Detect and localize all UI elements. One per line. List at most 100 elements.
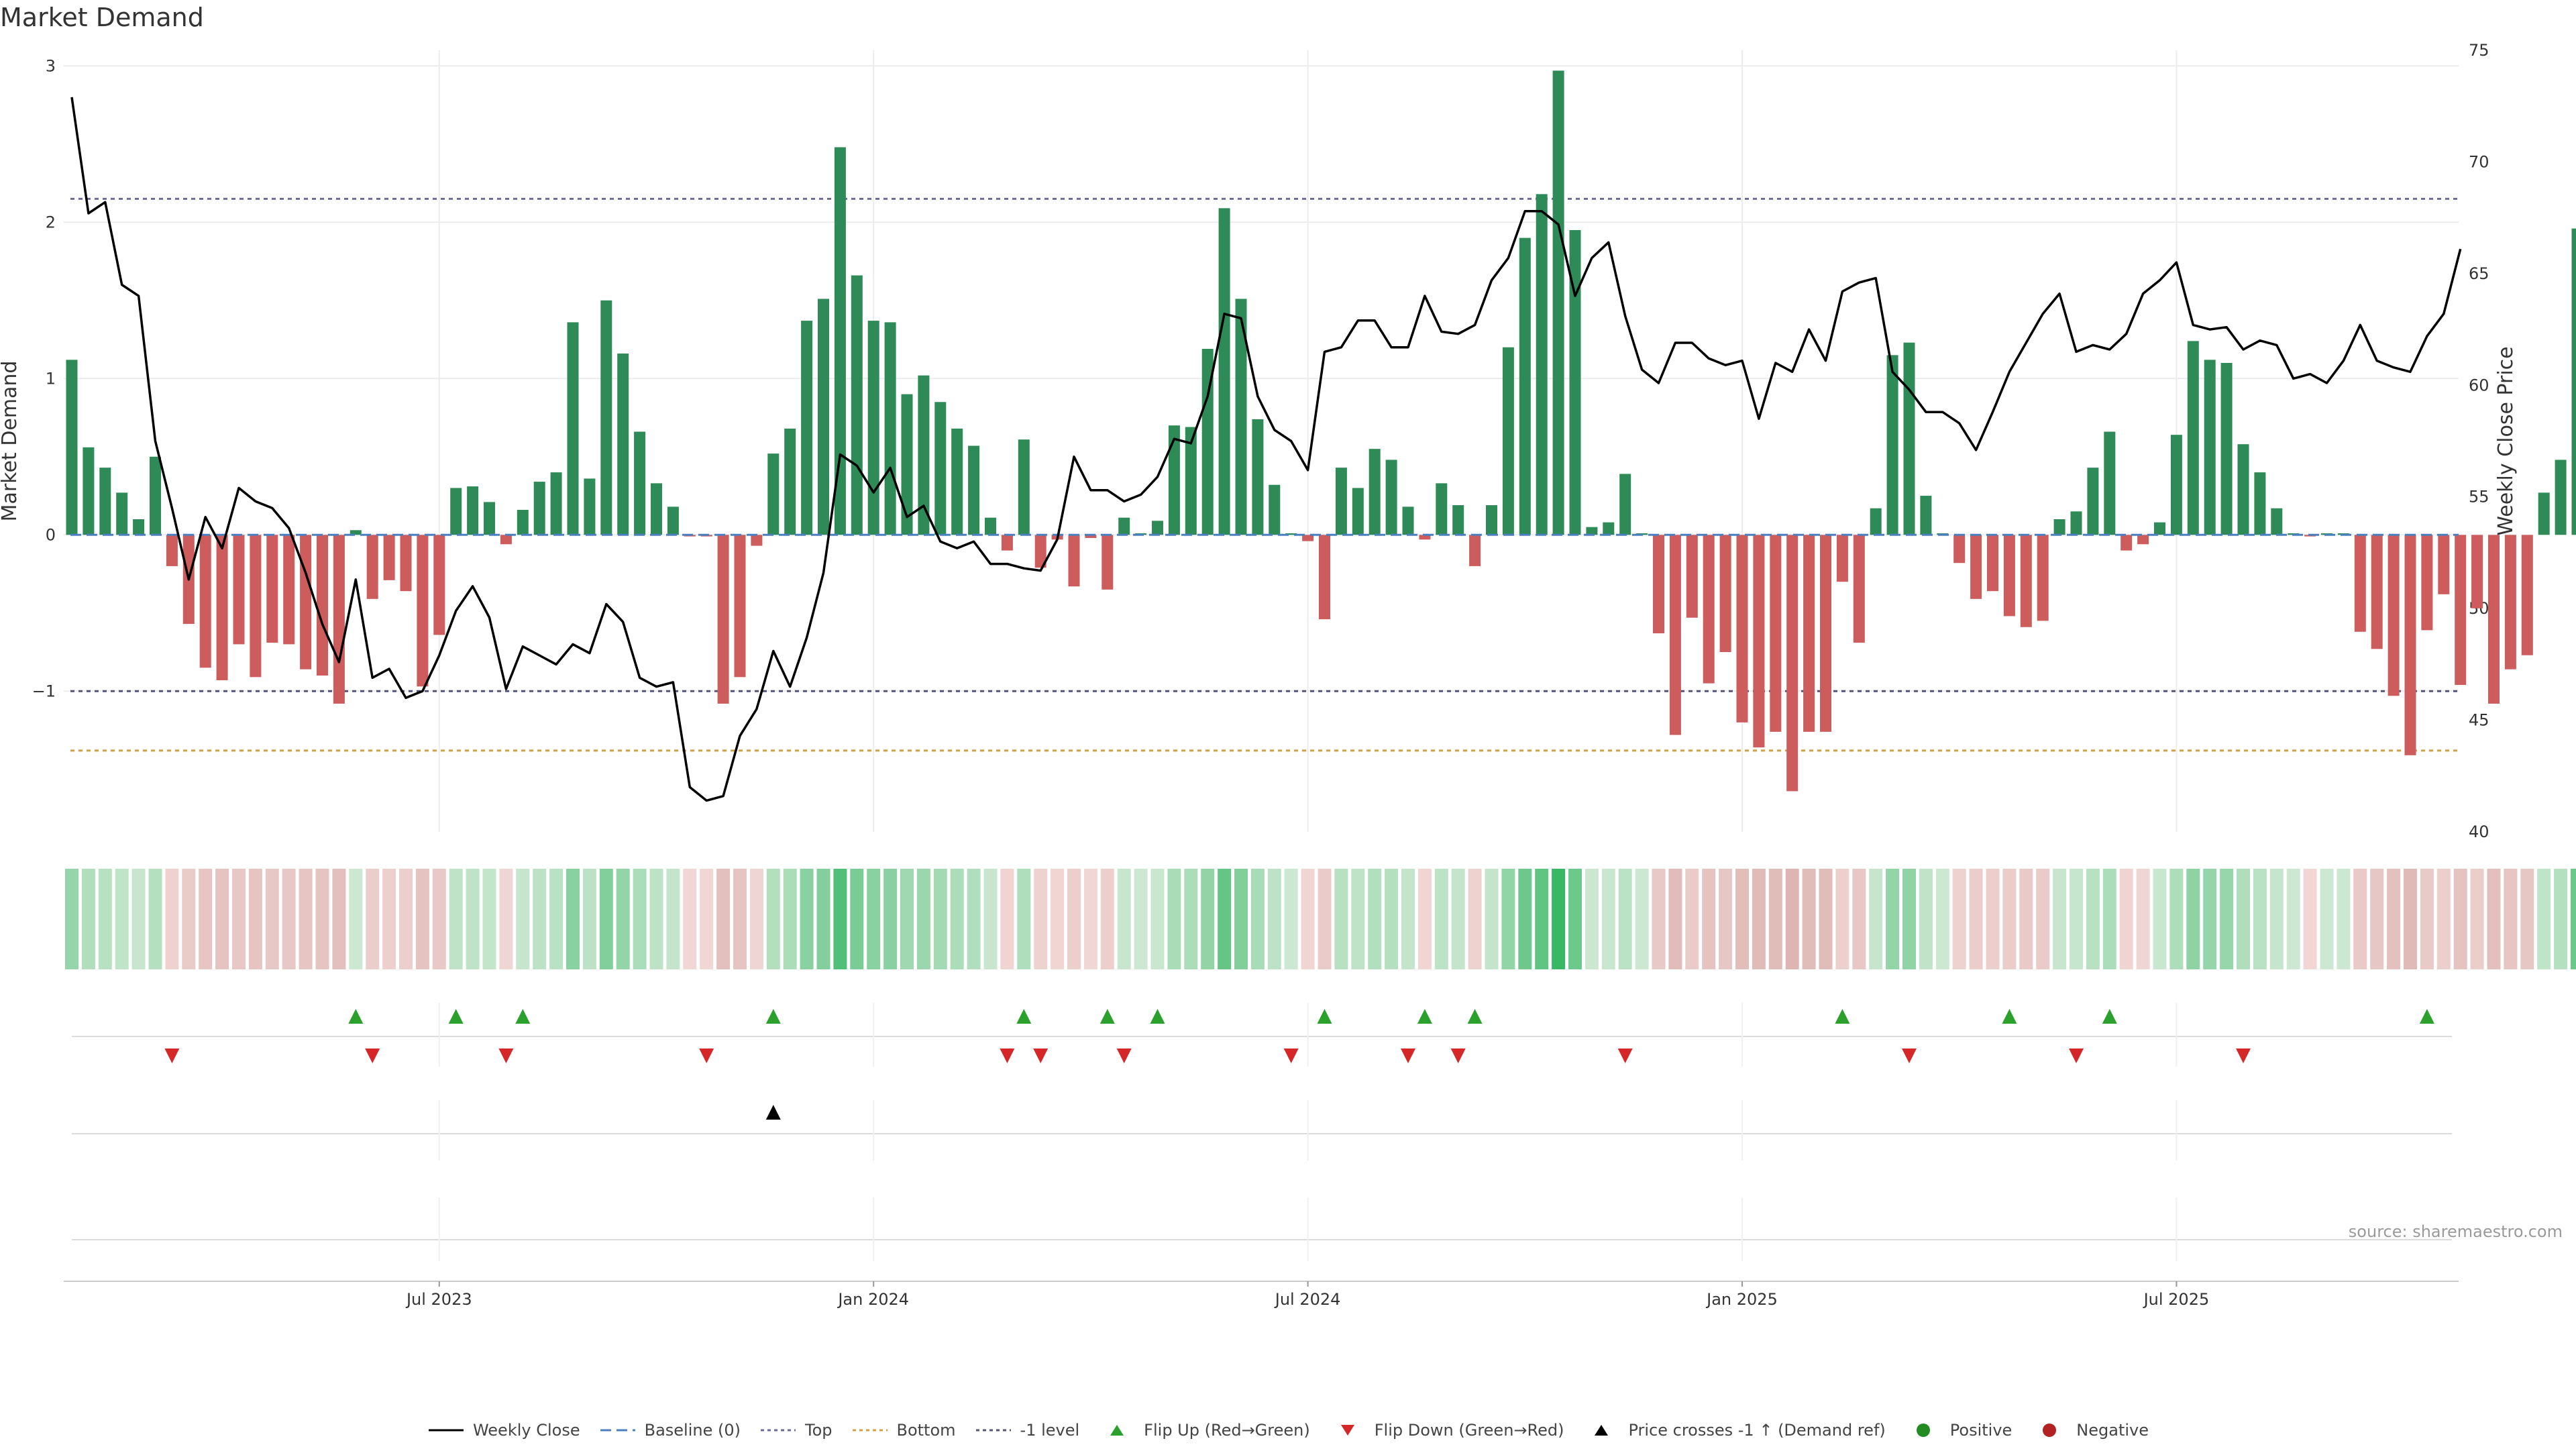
flip-down-marker xyxy=(1617,1049,1633,1063)
demand-bar xyxy=(1653,535,1664,634)
heat-cell xyxy=(1067,869,1081,969)
heat-cell xyxy=(232,869,246,969)
heat-cell xyxy=(1284,869,1298,969)
heat-cell xyxy=(1150,869,1165,969)
demand-bar xyxy=(1536,194,1548,535)
demand-bar xyxy=(383,535,395,580)
demand-bar xyxy=(333,535,345,704)
demand-bar xyxy=(2521,535,2533,655)
heat-cell xyxy=(1051,869,1065,969)
demand-bar xyxy=(99,468,111,535)
heat-cell xyxy=(2537,869,2551,969)
demand-bar xyxy=(500,535,512,545)
demand-bar xyxy=(784,428,796,535)
demand-bar xyxy=(1786,535,1799,792)
heat-cell xyxy=(1417,869,1432,969)
demand-bar xyxy=(1436,483,1448,535)
demand-bar xyxy=(651,483,662,535)
demand-bar xyxy=(1102,535,1114,590)
heat-cell xyxy=(148,869,162,969)
heat-cell xyxy=(265,869,279,969)
demand-bar xyxy=(1302,535,1314,541)
heat-cell xyxy=(683,869,697,969)
heat-cell xyxy=(1902,869,1916,969)
heat-cell xyxy=(983,869,998,969)
legend-label: Price crosses -1 ↑ (Demand ref) xyxy=(1628,1421,1886,1440)
demand-bar xyxy=(1034,535,1046,568)
heat-cell xyxy=(1668,869,1682,969)
demand-bar xyxy=(2237,444,2249,535)
flip-up-marker xyxy=(515,1009,531,1024)
demand-bar xyxy=(1770,535,1782,732)
demand-bar xyxy=(1753,535,1765,748)
demand-bar xyxy=(1836,535,1848,582)
demand-bar xyxy=(667,506,679,535)
legend-item: -1 level xyxy=(975,1421,1079,1440)
heat-cell xyxy=(2237,869,2250,969)
demand-bar xyxy=(1920,496,1932,535)
heat-cell xyxy=(2086,869,2100,969)
heat-cell xyxy=(1368,869,1382,969)
heat-cell xyxy=(482,869,496,969)
heat-cell xyxy=(2337,869,2351,969)
demand-bar xyxy=(66,360,78,535)
demand-bar xyxy=(233,535,245,645)
chart-legend: Weekly Close Baseline (0) Top Bottom -1 leve… xyxy=(0,1421,2576,1440)
demand-bar xyxy=(1820,535,1831,732)
demand-bar xyxy=(266,535,278,643)
heat-cell xyxy=(2353,869,2367,969)
demand-bar xyxy=(2538,492,2550,535)
heat-cell xyxy=(883,869,898,969)
flip-up-marker xyxy=(348,1009,364,1024)
demand-bar xyxy=(2204,360,2216,535)
heat-cell xyxy=(2119,869,2133,969)
heat-cell xyxy=(499,869,513,969)
legend-item: Top xyxy=(759,1421,833,1440)
y-tick-label: −1 xyxy=(32,682,56,700)
demand-bar xyxy=(985,517,996,535)
demand-bar xyxy=(550,472,562,535)
demand-bar xyxy=(801,321,813,535)
demand-bar xyxy=(433,535,445,635)
flip-down-marker xyxy=(1450,1049,1466,1063)
heat-cell xyxy=(783,869,797,969)
demand-bar xyxy=(751,535,763,546)
heat-cell xyxy=(733,869,747,969)
heat-cell xyxy=(2102,869,2116,969)
demand-bar xyxy=(1987,535,1998,592)
heat-cell xyxy=(1451,869,1465,969)
heat-cell xyxy=(2070,869,2083,969)
heat-cell xyxy=(2169,869,2184,969)
demand-bar xyxy=(2555,460,2567,535)
heat-cell xyxy=(2554,869,2568,969)
weekly-close-line xyxy=(70,97,2462,802)
demand-bar xyxy=(567,322,579,535)
heat-cell xyxy=(332,869,346,969)
flip-down-marker xyxy=(1033,1049,1049,1063)
heat-cell xyxy=(1768,869,1782,969)
legend-item: Positive xyxy=(1904,1421,2012,1440)
demand-bar xyxy=(1703,535,1715,684)
demand-bar xyxy=(1235,299,1247,535)
demand-bar xyxy=(2371,535,2383,649)
legend-label: Negative xyxy=(2076,1421,2149,1440)
heat-cell xyxy=(315,869,329,969)
demand-bar xyxy=(901,394,913,535)
heat-cell xyxy=(1601,869,1615,969)
heat-cell xyxy=(299,869,313,969)
demand-bar xyxy=(1118,517,1130,535)
heat-cell xyxy=(432,869,446,969)
heat-cell xyxy=(766,869,780,969)
heat-cell xyxy=(2303,869,2317,969)
demand-bar xyxy=(2488,535,2500,704)
demand-bar xyxy=(1085,535,1097,538)
heat-cell xyxy=(1034,869,1048,969)
demand-bar xyxy=(851,275,863,535)
heat-cell xyxy=(1167,869,1181,969)
demand-bar xyxy=(1669,535,1681,735)
flip-up-marker xyxy=(765,1009,781,1024)
demand-bar xyxy=(1552,70,1564,535)
flip-up-marker xyxy=(2102,1009,2117,1024)
heat-cell xyxy=(1719,869,1733,969)
